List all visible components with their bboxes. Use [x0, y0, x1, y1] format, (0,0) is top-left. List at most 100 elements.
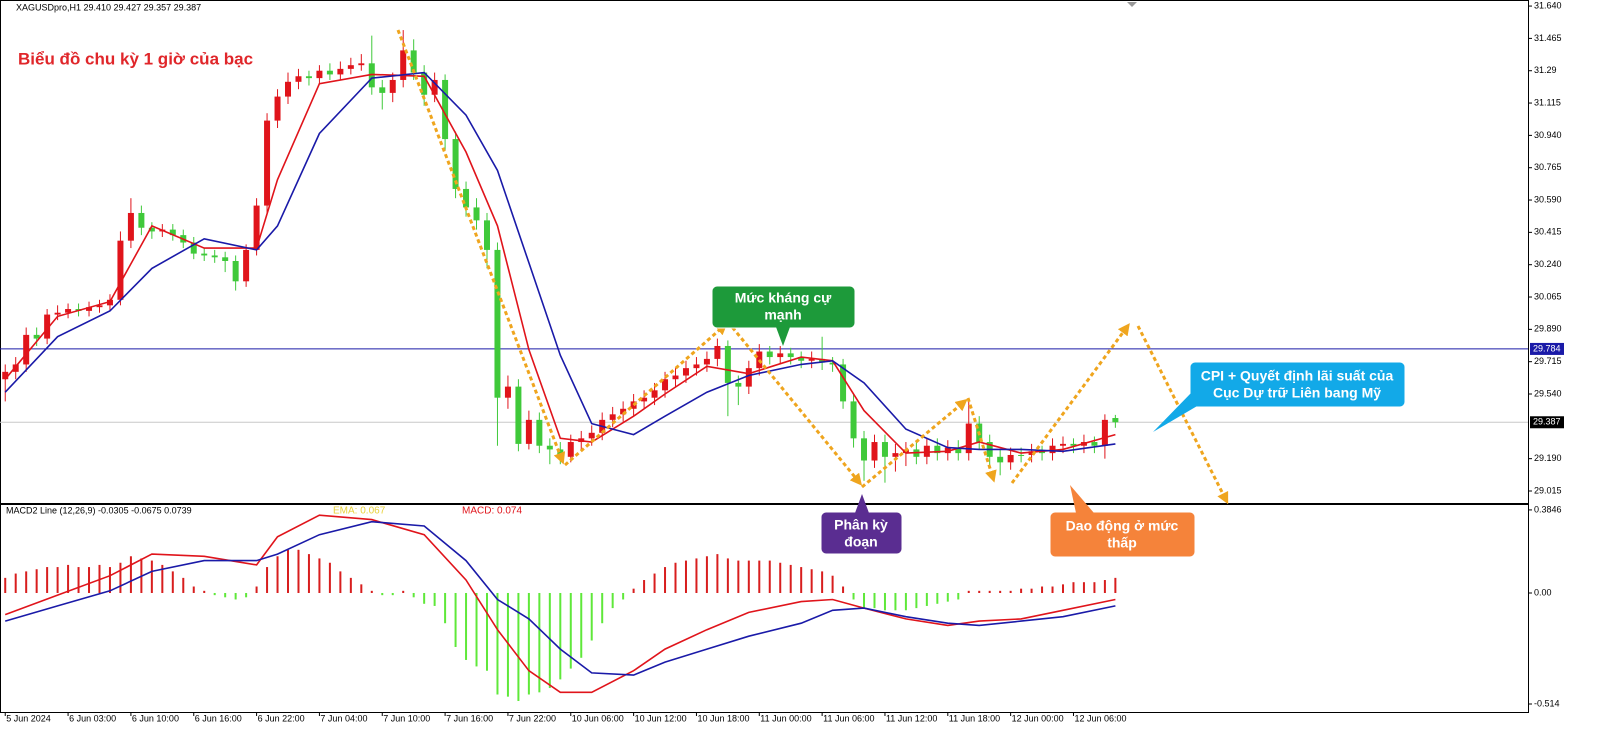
candle-body [955, 447, 962, 454]
candle-body [944, 447, 951, 454]
histogram-bar [1030, 588, 1033, 593]
histogram-bar [119, 562, 122, 593]
histogram-bar [1103, 580, 1106, 593]
histogram-bar [318, 558, 321, 593]
x-tick-label: 7 Jun 22:00 [509, 713, 556, 723]
candle-body [787, 353, 794, 358]
x-tick-label: 6 Jun 16:00 [195, 713, 242, 723]
candle-body [138, 212, 145, 228]
candle-body [871, 442, 878, 461]
x-tick-label: 12 Jun 00:00 [1012, 713, 1064, 723]
line-series [4, 520, 1116, 676]
histogram-bar [454, 592, 457, 647]
y-tick-label: -0.514 [1534, 698, 1560, 708]
histogram-bar [810, 569, 813, 593]
candle-body [515, 386, 522, 444]
histogram-bar [276, 556, 279, 593]
candle-body [86, 307, 93, 311]
histogram-bar [328, 562, 331, 593]
histogram-bar [171, 571, 174, 593]
line-series [4, 71, 1116, 453]
candle-body [923, 445, 930, 457]
x-tick-label: 11 Jun 00:00 [760, 713, 811, 723]
candle-body [389, 79, 396, 93]
candle-body [23, 334, 30, 365]
candle-body [536, 419, 543, 446]
zigzag-arrows [396, 29, 1229, 505]
y-tick-label: 31.115 [1534, 97, 1561, 107]
callout-text: đoạn [844, 534, 877, 550]
histogram-bar [684, 560, 687, 593]
histogram-bar [831, 575, 834, 593]
x-tick-label: 10 Jun 06:00 [572, 713, 624, 723]
candle-body [201, 253, 208, 256]
histogram-bar [705, 556, 708, 593]
candle-body [106, 299, 113, 306]
histogram-bar [957, 592, 960, 600]
candle-body [1112, 418, 1119, 423]
candle-body [96, 305, 103, 308]
histogram-bar [475, 592, 478, 667]
histogram-bar [548, 592, 551, 689]
candle-body [1060, 443, 1067, 446]
histogram-bar [391, 592, 394, 596]
candle-body [358, 63, 365, 66]
candle-body [714, 345, 721, 359]
histogram-bar [1072, 582, 1075, 593]
histogram-bar [978, 590, 981, 593]
x-tick-label: 6 Jun 10:00 [132, 713, 179, 723]
histogram-bar [161, 564, 164, 593]
candle-body [44, 314, 51, 339]
callout-text: mạnh [764, 307, 801, 323]
candle-body [735, 382, 742, 387]
candle-body [1018, 454, 1025, 456]
histogram-bar [747, 560, 750, 593]
candle-body [463, 188, 470, 208]
candle-body [483, 220, 490, 250]
candle-body [54, 312, 61, 315]
callout-text: Phân kỳ [834, 517, 888, 533]
candle-body [588, 432, 595, 439]
y-tick-label: 29.015 [1534, 485, 1562, 495]
histogram-bar [1051, 586, 1054, 593]
histogram-bar [538, 592, 541, 693]
histogram-bar [1062, 584, 1065, 593]
candle-body [232, 260, 239, 282]
histogram-bar [297, 549, 300, 593]
x-tick-label: 10 Jun 12:00 [635, 713, 687, 723]
callout-low-range: Dao động ở mức thấp [1049, 485, 1196, 558]
histogram-bar [863, 592, 866, 609]
histogram-bar [412, 592, 415, 598]
histogram-bar [192, 586, 195, 593]
histogram-bar [213, 592, 216, 596]
candle-body [693, 364, 700, 369]
level-label-box [1530, 416, 1564, 429]
y-tick-label: 30.590 [1534, 194, 1562, 204]
callout-text: Cục Dự trữ Liên bang Mỹ [1213, 385, 1381, 401]
candle-body [442, 79, 449, 140]
candle-body [169, 229, 176, 236]
candle-body [295, 76, 302, 82]
histogram-bar [255, 586, 258, 593]
histogram-bar [1114, 577, 1117, 593]
histogram-bar [999, 590, 1002, 593]
candle-body [504, 386, 511, 398]
candle-body [274, 96, 281, 121]
candle-body [211, 255, 218, 258]
candle-body [881, 442, 888, 457]
candle-body [1049, 445, 1056, 454]
candle-body [253, 205, 260, 250]
candle-body [798, 357, 805, 361]
histogram-bar [632, 588, 635, 593]
candle-body [305, 76, 312, 79]
callout-resistance: Mức kháng cự mạnh [711, 285, 856, 346]
candle-body [766, 351, 773, 358]
y-tick-label: 29.890 [1534, 324, 1562, 334]
candle-body [243, 249, 250, 282]
histogram-bar [108, 567, 111, 593]
histogram-bar [506, 592, 509, 697]
histogram-bar [88, 567, 91, 593]
histogram-bar [224, 592, 227, 598]
candle-body [33, 334, 40, 339]
histogram-bar [946, 592, 949, 602]
